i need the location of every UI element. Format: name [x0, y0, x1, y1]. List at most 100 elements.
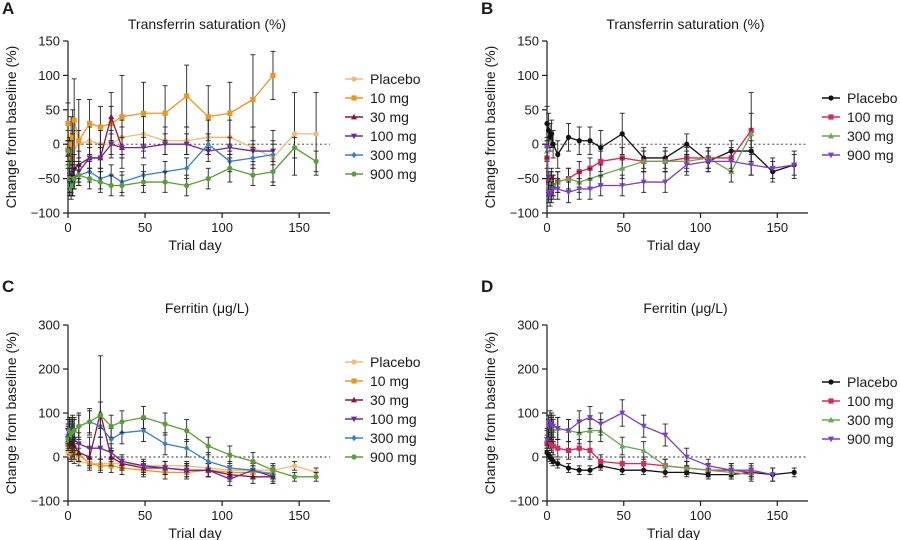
- data-point: [108, 450, 115, 456]
- legend-marker: [351, 396, 357, 403]
- y-tick-label: 300: [38, 318, 60, 333]
- data-point: [565, 189, 572, 196]
- data-point: [554, 186, 561, 193]
- legend-label: 100 mg: [370, 411, 417, 427]
- y-tick-label: −100: [31, 206, 60, 221]
- data-point: [684, 141, 690, 147]
- data-point: [162, 421, 168, 427]
- data-point: [748, 162, 755, 169]
- legend-marker: [828, 436, 834, 443]
- data-point: [640, 179, 647, 186]
- data-point: [619, 183, 626, 189]
- legend-marker: [351, 76, 357, 82]
- legend-label: 100 mg: [847, 393, 894, 409]
- data-point: [162, 179, 168, 185]
- data-point: [550, 141, 556, 147]
- legend-marker: [351, 416, 357, 423]
- data-point: [555, 461, 561, 467]
- data-point: [270, 151, 276, 158]
- y-tick-label: 150: [38, 34, 60, 49]
- data-point: [108, 113, 115, 120]
- x-axis-label: Trial day: [647, 237, 700, 253]
- data-point: [183, 141, 190, 148]
- data-point: [250, 172, 256, 178]
- data-point: [291, 131, 298, 137]
- legend-label: Placebo: [370, 71, 421, 87]
- legend-item: 30 mg: [345, 392, 409, 408]
- y-tick-label: 200: [38, 362, 60, 377]
- legend-item: 900 mg: [345, 449, 417, 465]
- panel-label: C: [2, 277, 14, 296]
- series-line: [67, 414, 317, 478]
- data-point: [550, 443, 556, 449]
- data-point: [162, 110, 168, 116]
- data-point: [565, 465, 572, 471]
- legend-item: 100 mg: [822, 109, 894, 125]
- data-point: [183, 467, 190, 474]
- legend-label: 300 mg: [370, 147, 417, 163]
- data-point: [597, 421, 604, 428]
- data-point: [86, 445, 93, 452]
- data-point: [205, 141, 211, 148]
- y-tick-label: 100: [517, 406, 539, 421]
- legend-item: Placebo: [822, 90, 898, 106]
- data-point: [662, 158, 669, 164]
- legend-item: 10 mg: [345, 90, 409, 106]
- data-point: [291, 145, 298, 151]
- data-point: [748, 467, 755, 474]
- panel-label: B: [481, 0, 493, 18]
- y-tick-label: 50: [46, 102, 60, 117]
- series-900-mg: [544, 136, 798, 207]
- y-tick-label: 100: [517, 68, 539, 83]
- legend-item: 100 mg: [345, 128, 417, 144]
- data-point: [86, 120, 93, 127]
- data-point: [184, 182, 190, 189]
- data-point: [550, 458, 556, 464]
- data-point: [140, 414, 147, 420]
- legend-marker: [828, 95, 834, 101]
- data-point: [227, 452, 233, 458]
- chart-title: Transferrin saturation (%): [128, 16, 286, 32]
- x-tick-label: 100: [211, 220, 233, 235]
- data-point: [97, 412, 103, 418]
- series-placebo: [544, 447, 797, 482]
- x-tick-label: 50: [617, 508, 631, 523]
- series-line: [546, 437, 752, 474]
- y-tick-label: 200: [517, 362, 539, 377]
- data-point: [576, 138, 582, 144]
- legend-item: 900 mg: [345, 166, 417, 182]
- legend-label: 900 mg: [370, 166, 417, 182]
- legend-item: 900 mg: [822, 147, 894, 163]
- x-tick-label: 100: [690, 220, 712, 235]
- data-point: [791, 162, 798, 169]
- legend-marker: [351, 151, 357, 159]
- data-point: [586, 415, 593, 421]
- legend-label: 30 mg: [370, 109, 409, 125]
- data-point: [576, 445, 582, 451]
- data-point: [313, 474, 319, 480]
- x-tick-label: 150: [288, 220, 310, 235]
- data-point: [619, 442, 626, 449]
- legend-marker: [828, 152, 834, 159]
- data-point: [162, 465, 169, 472]
- data-point: [619, 131, 625, 137]
- data-point: [184, 428, 190, 434]
- data-point: [313, 158, 319, 164]
- legend-label: 100 mg: [370, 128, 417, 144]
- data-point: [586, 186, 593, 193]
- data-point: [205, 458, 211, 465]
- legend-marker: [828, 379, 834, 385]
- y-tick-label: −100: [510, 494, 539, 509]
- x-tick-label: 100: [690, 508, 712, 523]
- data-point: [140, 145, 147, 151]
- panel-c: C Ferritin (μg/L) −100 0 100 200 300 0 50 100 150 T…: [2, 277, 421, 540]
- data-point: [576, 419, 583, 425]
- legend-label: Placebo: [847, 374, 898, 390]
- data-point: [587, 138, 593, 144]
- chart-title: Transferrin saturation (%): [606, 16, 764, 32]
- x-tick-label: 0: [543, 220, 550, 235]
- data-point: [71, 428, 77, 434]
- data-point: [65, 148, 71, 154]
- data-point: [313, 131, 319, 137]
- x-tick-label: 50: [138, 508, 152, 523]
